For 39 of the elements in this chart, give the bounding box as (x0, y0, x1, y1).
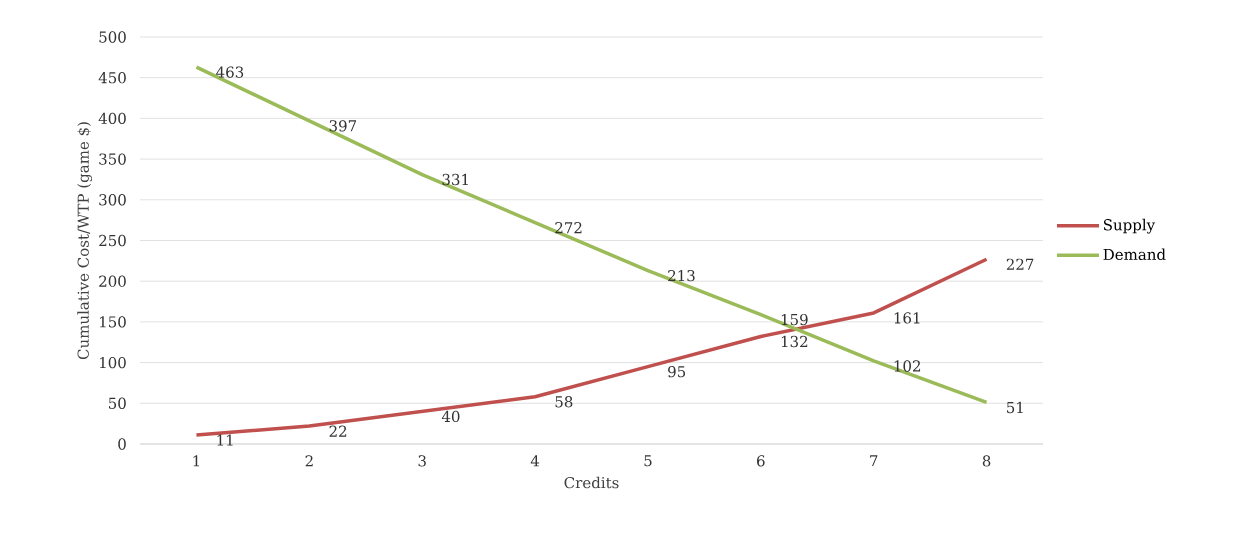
x-axis-title: Credits (564, 476, 619, 489)
y-tick-label: 350 (99, 153, 126, 165)
y-tick-label: 200 (99, 275, 126, 287)
data-label: 11 (217, 434, 233, 446)
y-tick-label: 450 (98, 72, 126, 84)
y-tick-label: 50 (109, 397, 126, 409)
x-tick-label: 1 (193, 455, 200, 467)
data-label: 95 (668, 365, 686, 378)
x-tick-label: 5 (644, 455, 652, 467)
y-tick-label: 150 (100, 316, 126, 328)
data-label: 51 (1007, 401, 1023, 414)
y-tick-label: 100 (100, 356, 126, 369)
y-tick-label: 300 (99, 194, 126, 206)
data-label: 463 (216, 66, 244, 78)
y-axis-title: Cumulative Cost/WTP (game $) (77, 122, 92, 360)
x-tick-label: 6 (757, 455, 765, 467)
data-label: 22 (329, 425, 347, 437)
legend-label: Demand (1103, 248, 1166, 261)
y-tick-label: 500 (99, 31, 126, 43)
legend-label: Supply (1103, 218, 1156, 234)
data-label: 331 (442, 173, 468, 186)
x-tick-label: 8 (982, 455, 991, 467)
y-tick-label: 0 (118, 438, 126, 450)
y-tick-label: 400 (98, 112, 126, 125)
data-label: 213 (668, 269, 695, 282)
data-label: 40 (441, 410, 460, 423)
data-label: 159 (781, 313, 808, 326)
data-label: 161 (894, 312, 920, 324)
y-tick-label: 250 (99, 234, 126, 247)
data-label: 102 (894, 360, 921, 372)
data-label: 58 (555, 396, 573, 408)
data-label: 272 (555, 222, 582, 234)
data-label: 397 (329, 120, 357, 132)
x-tick-label: 2 (305, 455, 313, 467)
x-tick-label: 3 (418, 455, 426, 467)
x-tick-label: 4 (530, 455, 540, 467)
data-label: 227 (1006, 258, 1034, 270)
x-tick-label: 7 (870, 455, 878, 467)
data-label: 132 (781, 335, 808, 348)
